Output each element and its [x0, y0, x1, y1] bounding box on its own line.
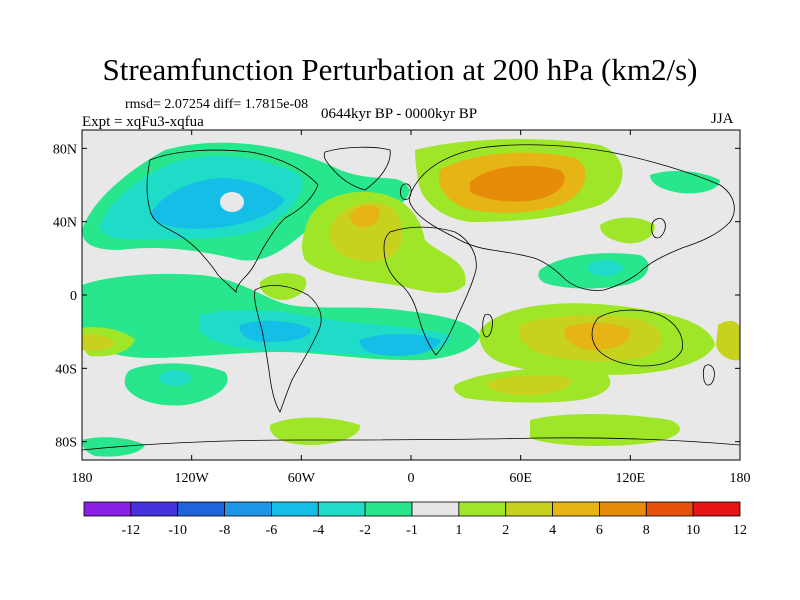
colorbar-label: -1 [406, 523, 418, 538]
colorbar-label: -8 [219, 523, 231, 538]
contour-fill-north-america-core [150, 178, 285, 229]
x-tick-label: 60W [288, 471, 316, 486]
contour-fill-eurasia-core [470, 165, 565, 202]
x-axis: 180 120W 60W 0 60E 120E 180 [72, 130, 751, 486]
coast-madagascar [482, 313, 493, 338]
stats-label: rmsd= 2.07254 diff= 1.7815e-08 [125, 97, 309, 112]
x-tick-label: 0 [408, 471, 415, 486]
colorbar-swatch [645, 501, 694, 517]
coast-antarctica [82, 437, 740, 451]
colorbar-swatch [130, 501, 179, 517]
colorbar-label: 8 [643, 523, 650, 538]
x-tick-label: 60E [509, 471, 532, 486]
y-tick-label: 80N [53, 142, 77, 157]
colorbar-swatch [599, 501, 647, 517]
contour-fill-antarctic-east [530, 414, 680, 446]
colorbar-swatch [505, 501, 553, 517]
colorbar-swatch [177, 501, 225, 517]
y-tick-label: 80S [55, 436, 77, 451]
colorbar-label: -10 [168, 523, 187, 538]
colorbar-label: 6 [596, 523, 603, 538]
y-tick-label: 40S [55, 362, 77, 377]
colorbar-label: -4 [312, 523, 324, 538]
contour-fill-tropical-band-core-east [359, 334, 440, 356]
x-tick-label: 120W [175, 471, 210, 486]
period-label: 0644kyr BP - 0000kyr BP [321, 106, 478, 122]
coast-eurasia [408, 144, 735, 291]
colorbar-label: 12 [733, 523, 747, 538]
colorbar-label: 1 [455, 523, 462, 538]
x-tick-label: 180 [72, 471, 93, 486]
coast-japan [651, 217, 666, 239]
coast-australia [591, 309, 683, 367]
contour-fill-australia-core [564, 322, 631, 350]
coast-new-zealand [702, 364, 715, 386]
coast-north-america [146, 149, 319, 293]
colorbar-label: -6 [266, 523, 278, 538]
coastlines [82, 144, 740, 451]
colorbar-label: -12 [122, 523, 141, 538]
season-label: JJA [711, 111, 734, 127]
coast-uk [399, 183, 412, 200]
contour-fill-south-pacific-core [159, 370, 191, 386]
coast-greenland [323, 146, 391, 191]
experiment-label: Expt = xqFu3-xqfua [82, 114, 204, 130]
x-tick-label: 120E [616, 471, 646, 486]
x-tick-label: 180 [730, 471, 751, 486]
coast-south-america [254, 285, 322, 413]
coast-africa [383, 226, 477, 356]
contour-fill-west-edge-lobe-inner [82, 334, 115, 351]
colorbar: -12 -10 -8 -6 -4 -2 -1 1 2 4 6 8 10 12 [83, 501, 747, 538]
colorbar-swatch [224, 501, 272, 517]
contour-fill-antarctic-west [269, 417, 361, 445]
colorbar-label: 4 [549, 523, 556, 538]
colorbar-swatch [317, 501, 366, 517]
colorbar-label: 2 [502, 523, 509, 538]
contour-fill-east-asia [600, 217, 655, 244]
contour-fills [82, 138, 740, 457]
contour-fill-east-edge-lobe [716, 320, 740, 361]
colorbar-label: 10 [686, 523, 700, 538]
colorbar-label: -2 [359, 523, 371, 538]
contour-fill-north-atlantic-core [349, 205, 380, 228]
contour-fill-west-tropics [259, 273, 307, 300]
contour-fill-south-indian-inner [485, 375, 571, 396]
y-axis: 80N 40N 0 40S 80S [53, 142, 740, 451]
colorbar-swatch [364, 501, 413, 517]
y-tick-label: 0 [70, 289, 77, 304]
colorbar-swatch [411, 501, 460, 517]
colorbar-swatch [458, 501, 507, 517]
colorbar-swatch [552, 501, 600, 517]
colorbar-swatch [271, 501, 319, 517]
colorbar-swatch [692, 501, 741, 517]
contour-fill-asia-tropics-core [587, 260, 623, 276]
contour-fill-hudson-bay-gap [220, 192, 244, 212]
plot-title: Streamfunction Perturbation at 200 hPa (… [102, 52, 698, 87]
contour-fill-tropical-band-core-west [239, 320, 311, 342]
y-tick-label: 40N [53, 216, 77, 231]
colorbar-swatch [83, 501, 132, 517]
contour-fill-north-pacific-east [650, 170, 720, 194]
